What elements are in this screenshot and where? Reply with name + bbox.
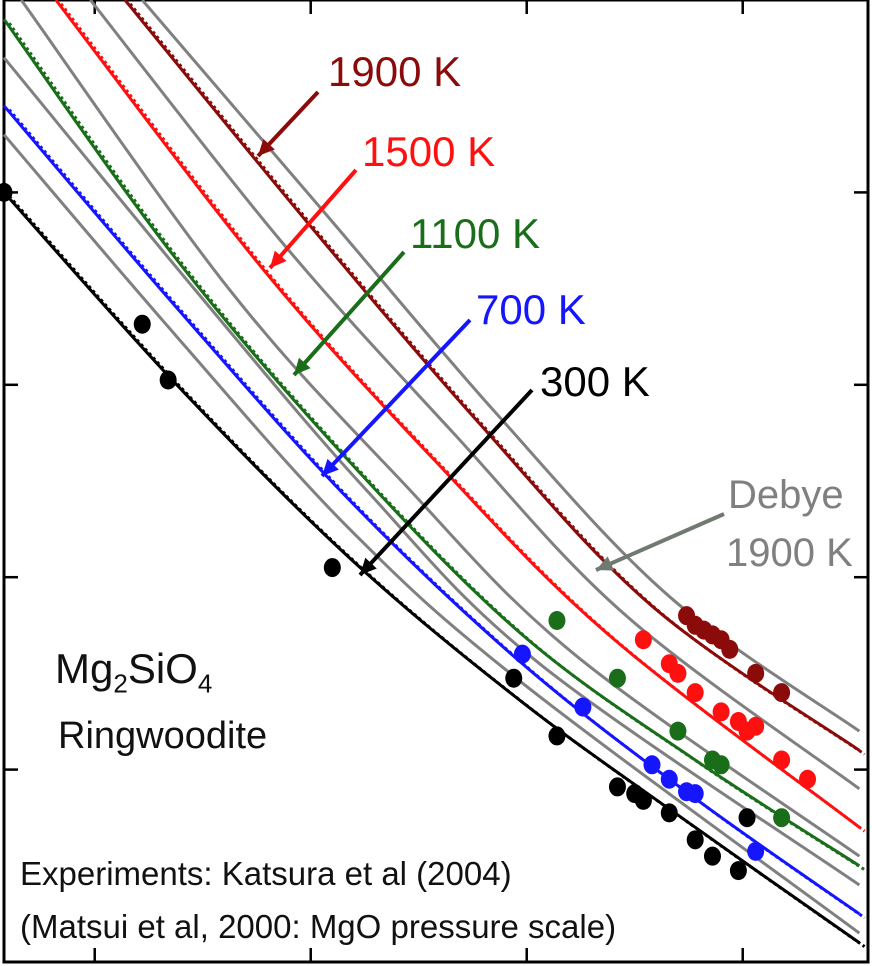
data-point bbox=[712, 755, 730, 775]
formula-sub-1: 2 bbox=[113, 668, 128, 699]
isotherm-label: 700 K bbox=[476, 286, 586, 333]
data-point bbox=[133, 314, 151, 334]
isotherm-line bbox=[2, 18, 861, 868]
formula-sio: SiO bbox=[127, 645, 198, 692]
isotherm-label: 1900 K bbox=[328, 48, 461, 95]
data-point bbox=[548, 726, 566, 746]
isotherm-label: 300 K bbox=[540, 358, 650, 405]
isotherm-dotted-line bbox=[7, 22, 866, 871]
data-point bbox=[799, 769, 817, 789]
isotherm-1100k bbox=[2, 18, 866, 871]
mineral-name: Ringwoodite bbox=[58, 715, 268, 757]
isotherm-series bbox=[0, 0, 866, 948]
caption-line-2: (Matsui et al, 2000: MgO pressure scale) bbox=[20, 908, 617, 945]
arrow-head bbox=[596, 556, 614, 571]
isotherm-300k bbox=[0, 182, 866, 948]
arrow-head bbox=[258, 138, 275, 156]
formula-sub-2: 4 bbox=[197, 668, 213, 699]
arrow-head bbox=[294, 357, 311, 375]
data-point bbox=[712, 702, 730, 722]
isotherm-dotted-line bbox=[128, 2, 866, 756]
data-point bbox=[513, 644, 531, 664]
data-point bbox=[0, 182, 13, 202]
debye-label-line-2: 1900 K bbox=[726, 531, 853, 575]
data-point bbox=[747, 663, 765, 683]
isotherm-dotted-line bbox=[8, 195, 866, 948]
caption-line-1: Experiments: Katsura et al (2004) bbox=[20, 855, 512, 892]
data-point bbox=[159, 370, 177, 390]
data-point bbox=[608, 777, 626, 797]
data-point bbox=[634, 630, 652, 650]
debye-curve bbox=[2, 133, 861, 935]
data-point bbox=[703, 846, 721, 866]
debye-label-line-1: Debye bbox=[728, 473, 844, 517]
isotherm-1900k bbox=[123, 0, 866, 756]
data-point bbox=[773, 683, 791, 703]
arrow-head bbox=[360, 557, 377, 575]
data-point bbox=[686, 784, 704, 804]
debye-arrow bbox=[595, 512, 725, 572]
isotherm-arrow bbox=[358, 388, 534, 577]
isotherm-700k bbox=[2, 104, 866, 919]
arrow-head bbox=[322, 458, 339, 476]
mineral-formula: Mg2SiO4 bbox=[55, 645, 212, 699]
debye-curve bbox=[89, 0, 861, 791]
data-point bbox=[738, 808, 756, 828]
data-point bbox=[548, 610, 566, 630]
debye-curve bbox=[2, 56, 861, 887]
data-point bbox=[773, 808, 791, 828]
isotherm-dotted-line bbox=[59, 2, 866, 833]
isotherm-arrow bbox=[292, 250, 406, 377]
data-point bbox=[660, 769, 678, 789]
debye-curve bbox=[141, 0, 861, 733]
data-point bbox=[660, 803, 678, 823]
isotherm-label: 1100 K bbox=[410, 210, 540, 257]
isotherm-line bbox=[2, 104, 861, 916]
debye-curves bbox=[2, 0, 861, 935]
data-point bbox=[505, 668, 523, 688]
data-point bbox=[729, 861, 747, 881]
data-point bbox=[669, 721, 687, 741]
data-point bbox=[686, 830, 704, 850]
isotherm-dotted-line bbox=[8, 108, 866, 919]
data-point bbox=[608, 668, 626, 688]
data-point bbox=[686, 683, 704, 703]
formula-mg: Mg bbox=[55, 645, 114, 692]
isotherm-1500k bbox=[54, 0, 866, 833]
data-point bbox=[747, 841, 765, 861]
data-point bbox=[773, 750, 791, 770]
annotations: 1900 K 1500 K 1100 K 700 K 300 K Debye 1900 K bbox=[256, 48, 853, 577]
data-point bbox=[574, 697, 592, 717]
arrow-head bbox=[270, 250, 287, 268]
data-point bbox=[669, 663, 687, 683]
isotherm-label: 1500 K bbox=[362, 128, 495, 175]
data-point bbox=[634, 790, 652, 810]
data-point bbox=[747, 716, 765, 736]
isotherm-arrow bbox=[268, 168, 358, 270]
isotherm-arrow bbox=[320, 318, 472, 478]
data-point bbox=[721, 639, 739, 659]
data-point bbox=[643, 755, 661, 775]
data-point bbox=[323, 558, 341, 578]
